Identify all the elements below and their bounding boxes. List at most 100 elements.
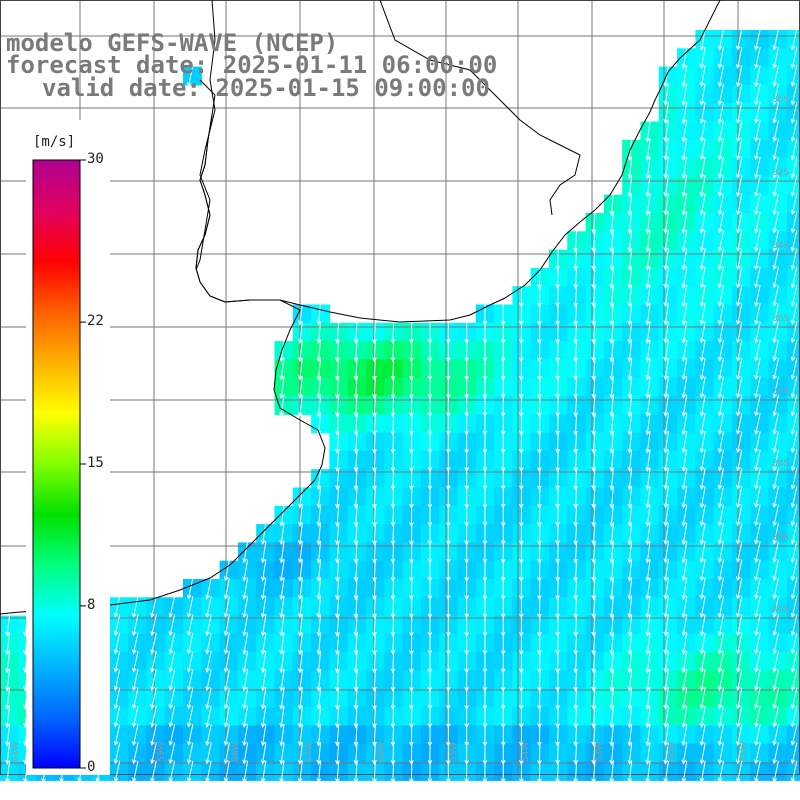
wind-arrow xyxy=(645,614,651,637)
wind-cell xyxy=(201,597,221,617)
wind-arrow xyxy=(627,175,633,198)
wind-arrow xyxy=(555,595,560,619)
wind-cell xyxy=(677,487,696,507)
wind-arrow xyxy=(390,431,396,454)
wind-cell xyxy=(677,615,696,635)
wind-arrow xyxy=(681,632,688,655)
wind-arrow xyxy=(699,559,706,582)
wind-arrow xyxy=(717,211,724,234)
wind-cell xyxy=(603,524,623,543)
wind-cell xyxy=(713,267,733,287)
wind-cell xyxy=(640,432,660,452)
wind-arrow xyxy=(735,230,743,252)
wind-arrow xyxy=(150,742,157,765)
wind-cell xyxy=(732,121,751,141)
wind-cell xyxy=(549,597,568,617)
wind-cell xyxy=(768,707,788,726)
wind-arrow xyxy=(279,705,285,729)
wind-cell xyxy=(549,542,568,562)
wind-arrow xyxy=(681,596,688,619)
wind-cell xyxy=(329,359,349,379)
wind-arrow xyxy=(717,468,724,490)
wind-cell xyxy=(311,524,330,543)
wind-cell xyxy=(786,743,800,763)
wind-arrow xyxy=(663,358,669,381)
lon-label: 55W xyxy=(449,742,459,762)
wind-cell xyxy=(256,542,276,562)
wind-cell xyxy=(274,542,294,562)
wind-cell xyxy=(750,359,770,379)
wind-cell xyxy=(164,652,184,672)
wind-arrow xyxy=(699,211,706,234)
wind-arrow xyxy=(663,669,669,692)
wind-arrow xyxy=(790,376,798,399)
wind-cell xyxy=(750,322,770,342)
wind-cell xyxy=(384,633,404,653)
wind-cell xyxy=(622,743,642,763)
wind-arrow xyxy=(390,504,396,527)
wind-cell xyxy=(603,725,623,745)
wind-cell xyxy=(750,139,770,159)
wind-arrow xyxy=(663,65,669,88)
wind-cell xyxy=(549,267,568,287)
wind-cell xyxy=(768,396,788,415)
wind-cell xyxy=(786,377,800,397)
wind-cell xyxy=(549,579,568,598)
wind-arrow xyxy=(555,632,560,656)
wind-arrow xyxy=(168,705,176,728)
wind-cell xyxy=(750,670,770,690)
wind-arrow xyxy=(279,358,285,381)
wind-cell xyxy=(585,414,605,434)
wind-cell xyxy=(677,304,696,324)
wind-arrow xyxy=(699,577,706,600)
wind-cell xyxy=(549,505,568,525)
wind-arrow xyxy=(555,449,560,473)
lat-label: 32S xyxy=(772,168,789,178)
wind-arrow xyxy=(316,687,322,710)
wind-arrow xyxy=(717,47,724,69)
wind-arrow xyxy=(242,669,249,692)
wind-arrow xyxy=(663,339,669,362)
wind-cell xyxy=(786,213,800,232)
wind-cell xyxy=(750,304,770,324)
wind-arrow xyxy=(681,284,688,308)
wind-arrow xyxy=(5,760,11,784)
wind-cell xyxy=(237,542,257,562)
lon-label: 57W xyxy=(305,742,315,762)
wind-cell xyxy=(384,414,404,434)
wind-cell xyxy=(603,304,623,324)
wind-cell xyxy=(201,762,221,781)
wind-cell xyxy=(750,615,770,635)
wind-cell xyxy=(347,707,367,726)
wind-cell xyxy=(622,359,642,379)
wind-arrow xyxy=(645,284,651,308)
wind-cell xyxy=(695,597,715,617)
wind-arrow xyxy=(772,705,779,728)
wind-arrow xyxy=(131,632,139,655)
wind-cell xyxy=(640,560,660,580)
wind-cell xyxy=(677,194,696,214)
wind-arrow xyxy=(735,577,743,600)
wind-arrow xyxy=(186,632,194,655)
wind-cell xyxy=(713,725,733,745)
wind-cell xyxy=(695,432,715,452)
wind-cell xyxy=(695,121,715,141)
wind-cell xyxy=(164,725,184,745)
wind-cell xyxy=(750,450,770,470)
wind-cell xyxy=(786,30,800,49)
wind-arrow xyxy=(645,156,651,180)
wind-cell xyxy=(567,267,587,287)
wind-arrow xyxy=(555,266,560,290)
wind-arrow xyxy=(645,175,651,198)
wind-arrow xyxy=(681,650,688,674)
wind-arrow xyxy=(205,742,212,765)
wind-arrow xyxy=(390,669,396,692)
wind-cell xyxy=(366,469,385,489)
wind-arrow xyxy=(627,650,633,674)
wind-arrow xyxy=(681,449,688,472)
wind-arrow xyxy=(645,467,651,491)
wind-cell xyxy=(695,267,715,287)
wind-cell xyxy=(530,286,550,306)
wind-cell xyxy=(677,469,696,489)
